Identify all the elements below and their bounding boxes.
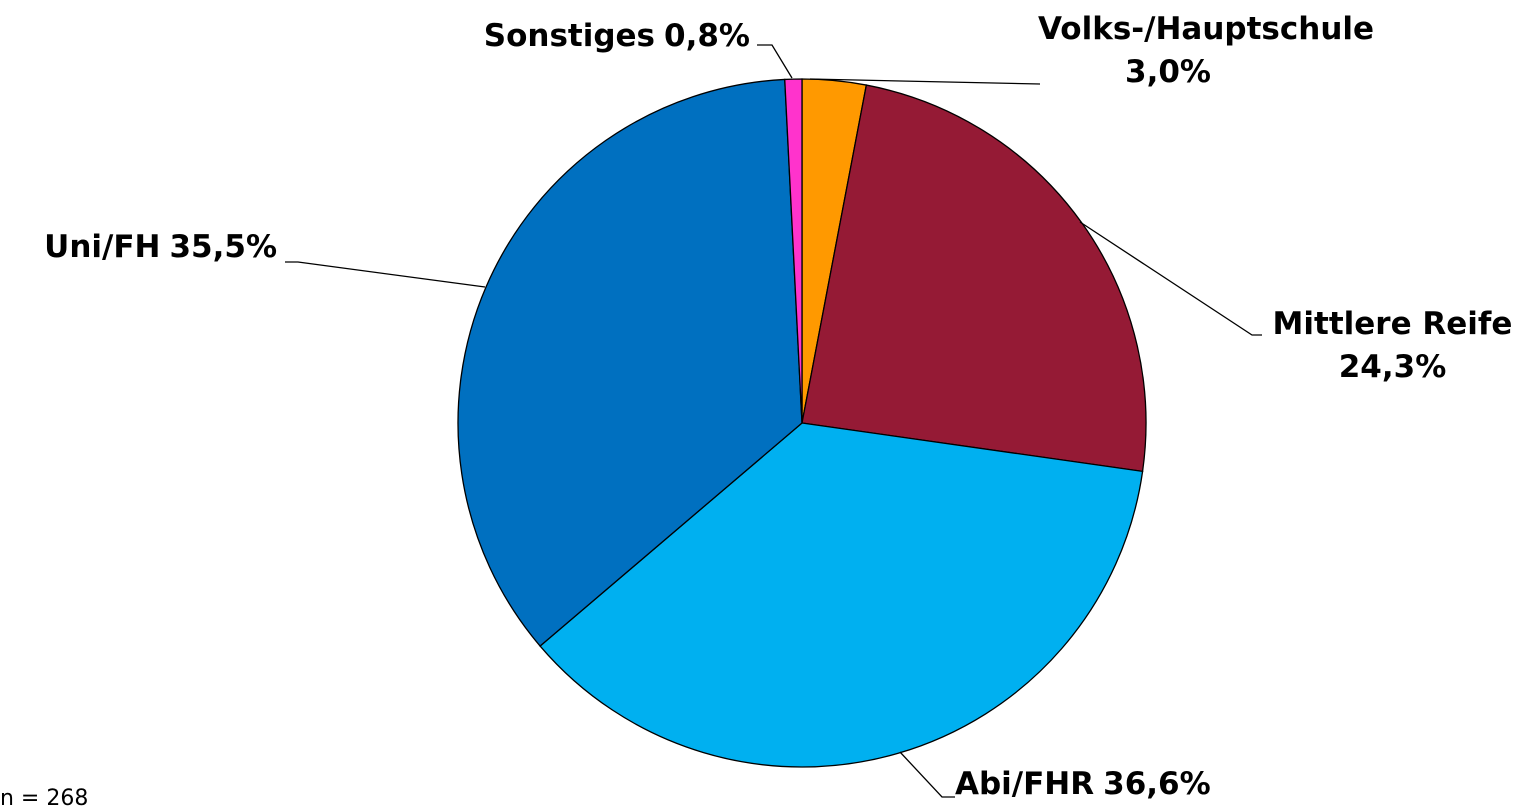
value-label: 24,3% xyxy=(1338,349,1447,385)
value-label: 36,6% xyxy=(1103,766,1211,802)
slice-label: Abi/FHR 36,6% xyxy=(955,763,1275,806)
sample-note: n = 268 xyxy=(0,786,89,808)
category-label: Mittlere Reife xyxy=(1272,306,1513,342)
pie-slice xyxy=(784,78,803,424)
category-label: Abi/FHR xyxy=(955,766,1095,802)
category-label: Sonstiges xyxy=(483,18,656,54)
leader-line xyxy=(757,44,793,79)
category-label: Volks-/Hauptschule xyxy=(1038,11,1375,47)
value-label: 35,5% xyxy=(169,229,277,265)
leader-line xyxy=(809,78,1041,85)
value-label: 0,8% xyxy=(664,18,750,54)
category-label: Uni/FH xyxy=(44,229,161,265)
pie-slice xyxy=(539,422,1144,768)
slice-label: Volks-/Hauptschule 3,0% xyxy=(1038,8,1374,94)
slice-label: Uni/FH 35,5% xyxy=(0,226,277,269)
slice-label: Sonstiges 0,8% xyxy=(390,15,750,58)
value-label: 3,0% xyxy=(1125,54,1211,90)
leader-line xyxy=(899,751,955,798)
pie-slice xyxy=(457,78,803,647)
leader-line xyxy=(1079,221,1262,336)
leader-line xyxy=(285,261,486,288)
slice-label: Mittlere Reife 24,3% xyxy=(1255,303,1529,389)
